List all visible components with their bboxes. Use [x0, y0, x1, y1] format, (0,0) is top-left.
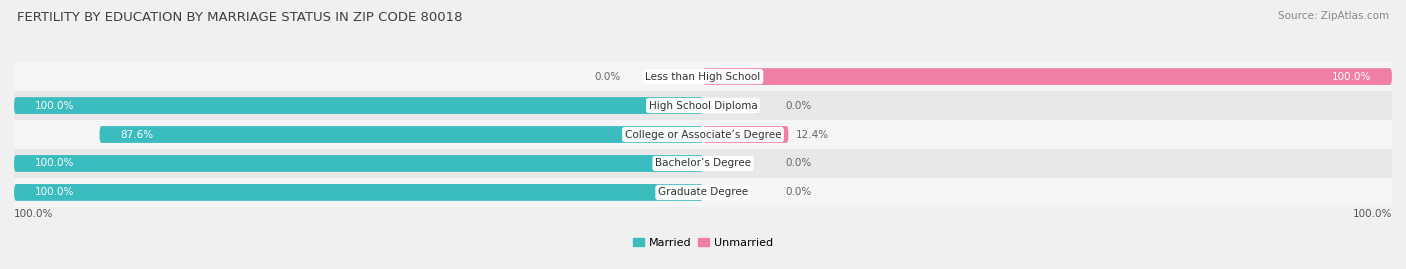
Text: 100.0%: 100.0% [35, 187, 75, 197]
Text: 0.0%: 0.0% [786, 158, 811, 168]
Text: 100.0%: 100.0% [35, 101, 75, 111]
Bar [14, 91, 1392, 120]
FancyBboxPatch shape [14, 184, 703, 201]
FancyBboxPatch shape [100, 126, 703, 143]
FancyBboxPatch shape [703, 68, 1392, 85]
Text: 87.6%: 87.6% [120, 129, 153, 140]
Text: 100.0%: 100.0% [35, 158, 75, 168]
Bar [14, 149, 1392, 178]
Text: Source: ZipAtlas.com: Source: ZipAtlas.com [1278, 11, 1389, 21]
Text: 0.0%: 0.0% [595, 72, 620, 82]
Bar [14, 120, 1392, 149]
Text: FERTILITY BY EDUCATION BY MARRIAGE STATUS IN ZIP CODE 80018: FERTILITY BY EDUCATION BY MARRIAGE STATU… [17, 11, 463, 24]
FancyBboxPatch shape [14, 97, 703, 114]
Text: Graduate Degree: Graduate Degree [658, 187, 748, 197]
FancyBboxPatch shape [14, 155, 703, 172]
Legend: Married, Unmarried: Married, Unmarried [628, 233, 778, 253]
Text: Less than High School: Less than High School [645, 72, 761, 82]
Text: 100.0%: 100.0% [14, 209, 53, 219]
Text: 12.4%: 12.4% [796, 129, 828, 140]
FancyBboxPatch shape [703, 126, 789, 143]
Bar [14, 62, 1392, 91]
Text: 100.0%: 100.0% [1353, 209, 1392, 219]
Text: High School Diploma: High School Diploma [648, 101, 758, 111]
Text: 0.0%: 0.0% [786, 187, 811, 197]
Bar [14, 178, 1392, 207]
Text: Bachelor’s Degree: Bachelor’s Degree [655, 158, 751, 168]
Text: College or Associate’s Degree: College or Associate’s Degree [624, 129, 782, 140]
Text: 100.0%: 100.0% [1331, 72, 1371, 82]
Text: 0.0%: 0.0% [786, 101, 811, 111]
